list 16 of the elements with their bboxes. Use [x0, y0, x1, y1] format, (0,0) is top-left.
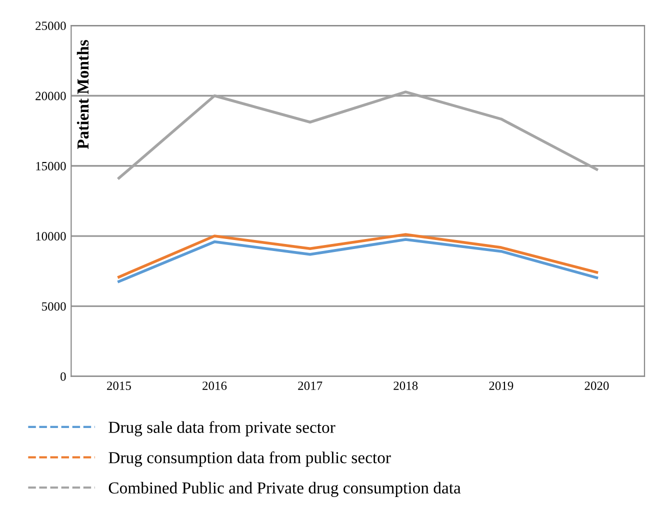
legend-label: Drug consumption data from public sector	[108, 451, 391, 467]
y-tick-label: 10000	[36, 232, 66, 240]
x-tick-label: 2019	[489, 382, 514, 390]
legend-label: Combined Public and Private drug consumption data	[108, 482, 461, 497]
x-tick-label: 2017	[298, 382, 322, 390]
legend-label: Drug sale data from private sector	[108, 421, 336, 436]
y-tick-label: 25000	[36, 22, 66, 30]
y-tick-label: 5000	[42, 302, 66, 311]
x-tick-label: 2020	[584, 382, 609, 390]
y-tick-label: 15000	[36, 162, 66, 170]
x-tick-label: 2016	[202, 382, 227, 390]
y-tick-label: 20000	[36, 92, 66, 100]
x-tick-label: 2018	[394, 382, 418, 390]
x-tick-label: 2015	[107, 382, 131, 390]
y-tick-label: 0	[60, 372, 66, 381]
y-axis-title: Patient Months	[76, 40, 89, 150]
